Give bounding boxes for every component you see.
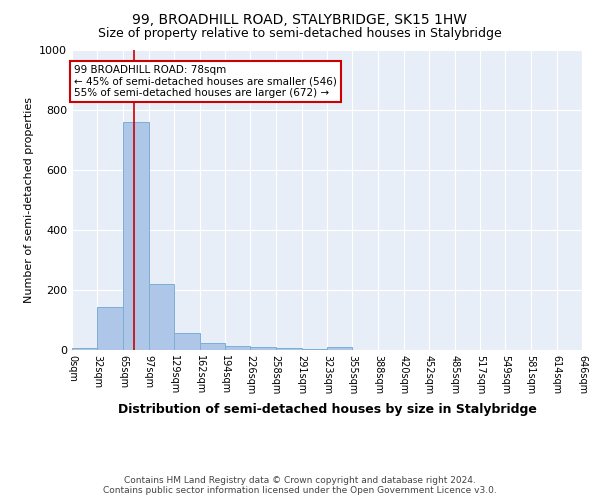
Bar (200, 342, 225, 350)
Bar (250, 347, 275, 350)
Bar (275, 348, 302, 350)
Bar (97, 306, 124, 350)
Bar (225, 346, 250, 350)
Bar (302, 348, 327, 350)
Text: Contains HM Land Registry data © Crown copyright and database right 2024.
Contai: Contains HM Land Registry data © Crown c… (103, 476, 497, 495)
Bar (72, 348, 97, 350)
Bar (174, 333, 200, 350)
Y-axis label: Number of semi-detached properties: Number of semi-detached properties (23, 97, 34, 303)
Text: 99, BROADHILL ROAD, STALYBRIDGE, SK15 1HW: 99, BROADHILL ROAD, STALYBRIDGE, SK15 1H… (133, 12, 467, 26)
Bar (149, 284, 174, 350)
Text: 99 BROADHILL ROAD: 78sqm
← 45% of semi-detached houses are smaller (546)
55% of : 99 BROADHILL ROAD: 78sqm ← 45% of semi-d… (74, 65, 337, 98)
Bar (327, 347, 352, 350)
X-axis label: Distribution of semi-detached houses by size in Stalybridge: Distribution of semi-detached houses by … (118, 402, 536, 415)
Text: Size of property relative to semi-detached houses in Stalybridge: Size of property relative to semi-detach… (98, 28, 502, 40)
Bar (124, 122, 149, 350)
